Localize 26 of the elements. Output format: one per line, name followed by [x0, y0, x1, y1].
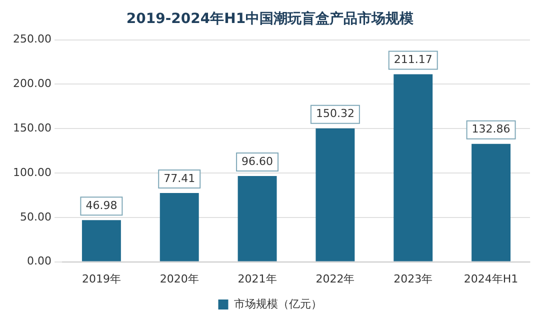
legend-label: 市场规模（亿元）: [234, 297, 322, 310]
y-tick-label: 150.00: [12, 121, 52, 134]
y-tick-label: 0.00: [26, 254, 52, 268]
x-tick-label: 2024年H1: [464, 272, 518, 286]
bar: [82, 220, 121, 262]
bar: [316, 128, 355, 262]
x-tick-label: 2023年: [394, 272, 433, 286]
x-tick-label: 2020年: [160, 272, 199, 286]
chart-title: 2019-2024年H1中国潮玩盲盒产品市场规模: [126, 10, 415, 28]
bar: [394, 74, 433, 262]
text: 46.98: [86, 198, 118, 212]
bar: [160, 193, 199, 262]
x-tick-label: 2021年: [238, 272, 277, 286]
x-tick-label: 2022年: [316, 272, 355, 286]
bar: [472, 144, 511, 262]
text: 77.41: [164, 172, 196, 185]
x-tick-label: 2019年: [82, 272, 121, 286]
y-tick-label: 200.00: [12, 77, 52, 90]
text: 150.32: [316, 107, 354, 120]
text: 96.60: [242, 154, 274, 168]
y-tick-label: 100.00: [12, 166, 52, 179]
y-tick-label: 50.00: [20, 210, 52, 224]
text: 132.86: [472, 122, 510, 136]
text: 211.17: [394, 53, 432, 66]
bar: [238, 176, 277, 262]
y-tick-label: 250.00: [12, 32, 52, 46]
